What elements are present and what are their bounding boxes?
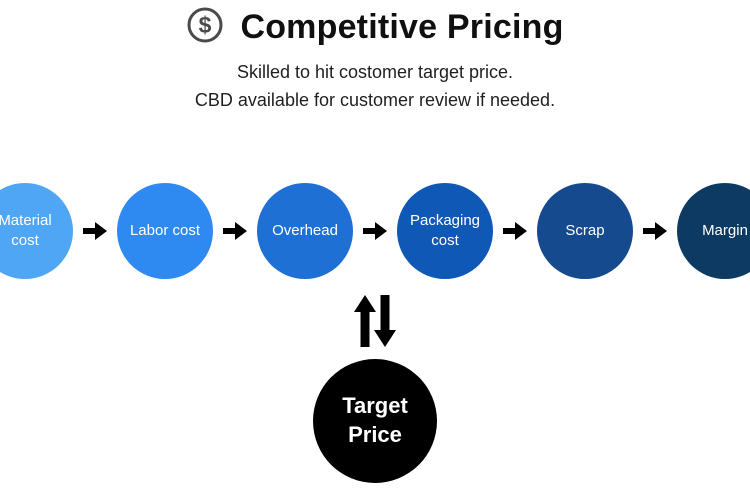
up-down-arrows-icon (0, 294, 750, 347)
subtitle-line-2: CBD available for customer review if nee… (194, 89, 556, 110)
page-title: Competitive Pricing (240, 8, 564, 46)
flow-step-label: Margin (702, 222, 748, 240)
flow-step-scrap: Scrap (537, 182, 633, 279)
flow-step-label: Packaging cost (409, 212, 481, 249)
arrow-right-icon (223, 221, 247, 241)
header: $ Competitive Pricing (0, 0, 750, 49)
flow-step-margin: Margin (677, 182, 750, 279)
flow-step-material-cost: Material cost (0, 182, 73, 279)
target-price-circle: Target Price (313, 358, 437, 483)
target-price-label: Target Price (342, 393, 408, 447)
flow-step-labor-cost: Labor cost (117, 182, 213, 279)
flow-step-label: Scrap (565, 222, 605, 240)
dollar-icon: $ (186, 6, 224, 49)
arrow-right-icon (363, 221, 387, 241)
flow-step-packaging-cost: Packaging cost (397, 182, 493, 279)
subtitle: Skilled to hit costomer target price. CB… (0, 59, 750, 115)
flow-step-label: Material cost (0, 212, 52, 249)
arrow-right-icon (643, 221, 667, 241)
subtitle-line-1: Skilled to hit costomer target price. (236, 62, 514, 82)
svg-text:$: $ (199, 12, 212, 38)
arrow-right-icon (83, 221, 107, 241)
arrow-right-icon (503, 221, 527, 241)
flow-step-label: Overhead (272, 222, 338, 240)
flow-step-label: Labor cost (129, 222, 201, 240)
flow-step-overhead: Overhead (257, 182, 353, 279)
cost-flow-row: Material cost Labor cost Overhead Packag… (0, 182, 750, 279)
